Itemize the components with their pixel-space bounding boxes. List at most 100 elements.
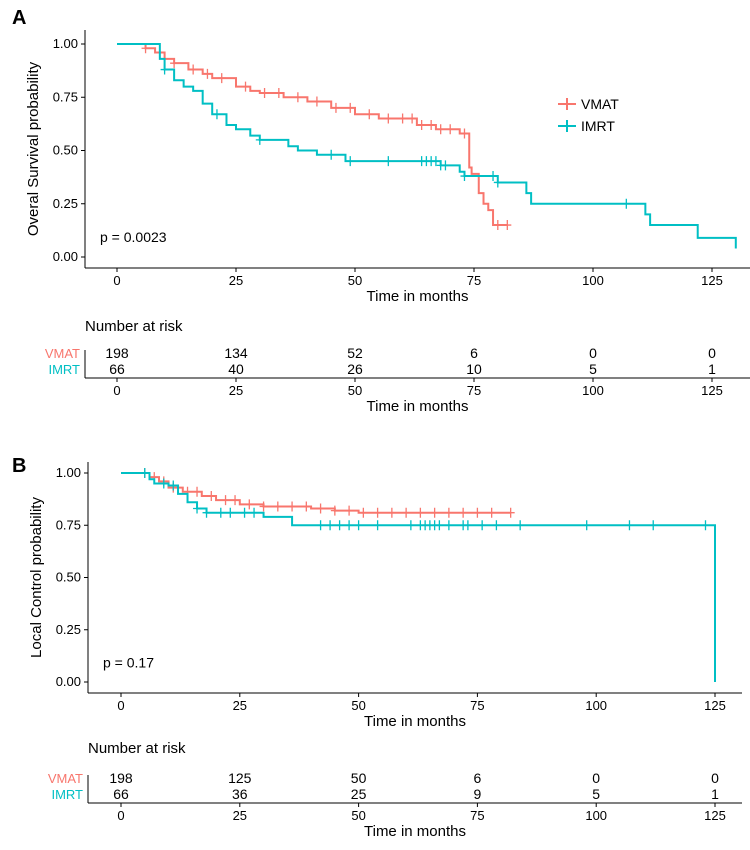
risk-count: 198	[109, 770, 133, 786]
risk-x-tick-label: 25	[229, 383, 243, 398]
y-axis-label: Local Control probability	[28, 497, 45, 658]
risk-count: 66	[109, 361, 125, 377]
censor-mark-vmat	[408, 113, 417, 124]
censor-mark-vmat	[260, 87, 269, 98]
censor-mark-imrt	[140, 468, 149, 478]
censor-mark-imrt	[489, 171, 498, 182]
y-axis-label: Overal Survival probability	[25, 61, 42, 236]
censor-mark-imrt	[701, 520, 710, 531]
censor-mark-vmat	[416, 507, 425, 518]
risk-table-title: Number at risk	[85, 318, 183, 335]
x-tick-label: 0	[117, 698, 124, 713]
risk-x-tick-label: 50	[348, 383, 362, 398]
legend-label-vmat: VMAT	[581, 96, 619, 112]
censor-mark-vmat	[460, 128, 469, 139]
x-tick-label: 100	[585, 698, 607, 713]
censor-mark-imrt	[250, 507, 259, 518]
y-tick-label: 0.00	[56, 674, 81, 689]
risk-count: 50	[351, 770, 367, 786]
y-tick-label: 0.50	[53, 143, 78, 158]
survival-curve-imrt	[121, 472, 716, 682]
censor-mark-vmat	[402, 507, 411, 518]
censor-mark-imrt	[625, 520, 634, 531]
censor-mark-imrt	[193, 503, 202, 514]
censor-mark-vmat	[398, 113, 407, 124]
censor-mark-vmat	[384, 113, 393, 124]
x-axis-label: Time in months	[367, 288, 469, 305]
censor-mark-vmat	[217, 73, 226, 84]
risk-x-tick-label: 125	[704, 808, 726, 823]
risk-count: 125	[228, 770, 252, 786]
survival-curve-vmat	[117, 43, 508, 227]
censor-mark-vmat	[331, 102, 340, 113]
censor-mark-vmat	[221, 495, 230, 506]
censor-mark-vmat	[346, 102, 355, 113]
risk-count: 10	[466, 361, 482, 377]
censor-mark-vmat	[387, 507, 396, 518]
censor-mark-vmat	[273, 501, 282, 512]
risk-count: 36	[232, 786, 248, 802]
risk-table-title: Number at risk	[88, 740, 186, 757]
censor-mark-imrt	[169, 480, 178, 491]
censor-mark-imrt	[212, 109, 221, 120]
y-tick-label: 1.00	[56, 465, 81, 480]
censor-mark-vmat	[373, 507, 382, 518]
censor-mark-imrt	[460, 171, 469, 182]
risk-count: 26	[347, 361, 363, 377]
censor-mark-vmat	[430, 507, 439, 518]
p-value: p = 0.17	[103, 654, 154, 670]
censor-mark-vmat	[207, 490, 216, 501]
censor-mark-imrt	[463, 520, 472, 531]
censor-mark-vmat	[316, 503, 325, 514]
risk-x-tick-label: 50	[351, 808, 365, 823]
censor-mark-vmat	[170, 58, 179, 69]
censor-mark-imrt	[435, 520, 444, 531]
survival-curve-vmat	[121, 472, 511, 514]
y-tick-label: 0.75	[53, 89, 78, 104]
censor-mark-imrt	[240, 507, 249, 518]
censor-mark-imrt	[622, 198, 631, 209]
y-tick-label: 1.00	[53, 36, 78, 51]
y-tick-label: 0.25	[53, 196, 78, 211]
survival-curve-imrt	[117, 43, 737, 249]
risk-row-label-vmat: VMAT	[45, 346, 80, 361]
x-tick-label: 25	[229, 273, 243, 288]
censor-mark-vmat	[330, 505, 339, 516]
censor-mark-vmat	[427, 119, 436, 130]
censor-mark-vmat	[365, 109, 374, 120]
censor-mark-imrt	[216, 507, 225, 518]
risk-count: 66	[113, 786, 129, 802]
censor-mark-imrt	[478, 520, 487, 531]
censor-mark-vmat	[231, 495, 240, 506]
censor-mark-vmat	[487, 507, 496, 518]
risk-count: 198	[105, 345, 129, 361]
censor-mark-imrt	[160, 64, 169, 75]
risk-count: 1	[708, 361, 716, 377]
p-value: p = 0.0023	[100, 229, 167, 245]
risk-count: 0	[592, 770, 600, 786]
risk-row-label-imrt: IMRT	[48, 362, 80, 377]
risk-count: 6	[474, 770, 482, 786]
risk-x-tick-label: 100	[582, 383, 604, 398]
censor-mark-vmat	[193, 486, 202, 497]
censor-mark-vmat	[359, 507, 368, 518]
censor-mark-imrt	[431, 156, 440, 167]
risk-row-label-imrt: IMRT	[51, 787, 83, 802]
risk-x-tick-label: 0	[113, 383, 120, 398]
censor-mark-imrt	[441, 160, 450, 171]
censor-mark-imrt	[373, 520, 382, 531]
censor-mark-imrt	[159, 478, 168, 489]
x-tick-label: 25	[233, 698, 247, 713]
censor-mark-vmat	[417, 119, 426, 130]
censor-mark-imrt	[226, 507, 235, 518]
censor-mark-imrt	[493, 177, 502, 188]
risk-x-tick-label: 25	[233, 808, 247, 823]
censor-mark-vmat	[446, 124, 455, 135]
risk-x-axis-label: Time in months	[367, 398, 469, 415]
censor-mark-vmat	[459, 507, 468, 518]
legend-label-imrt: IMRT	[581, 118, 615, 134]
risk-count: 9	[474, 786, 482, 802]
censor-mark-vmat	[506, 507, 515, 518]
